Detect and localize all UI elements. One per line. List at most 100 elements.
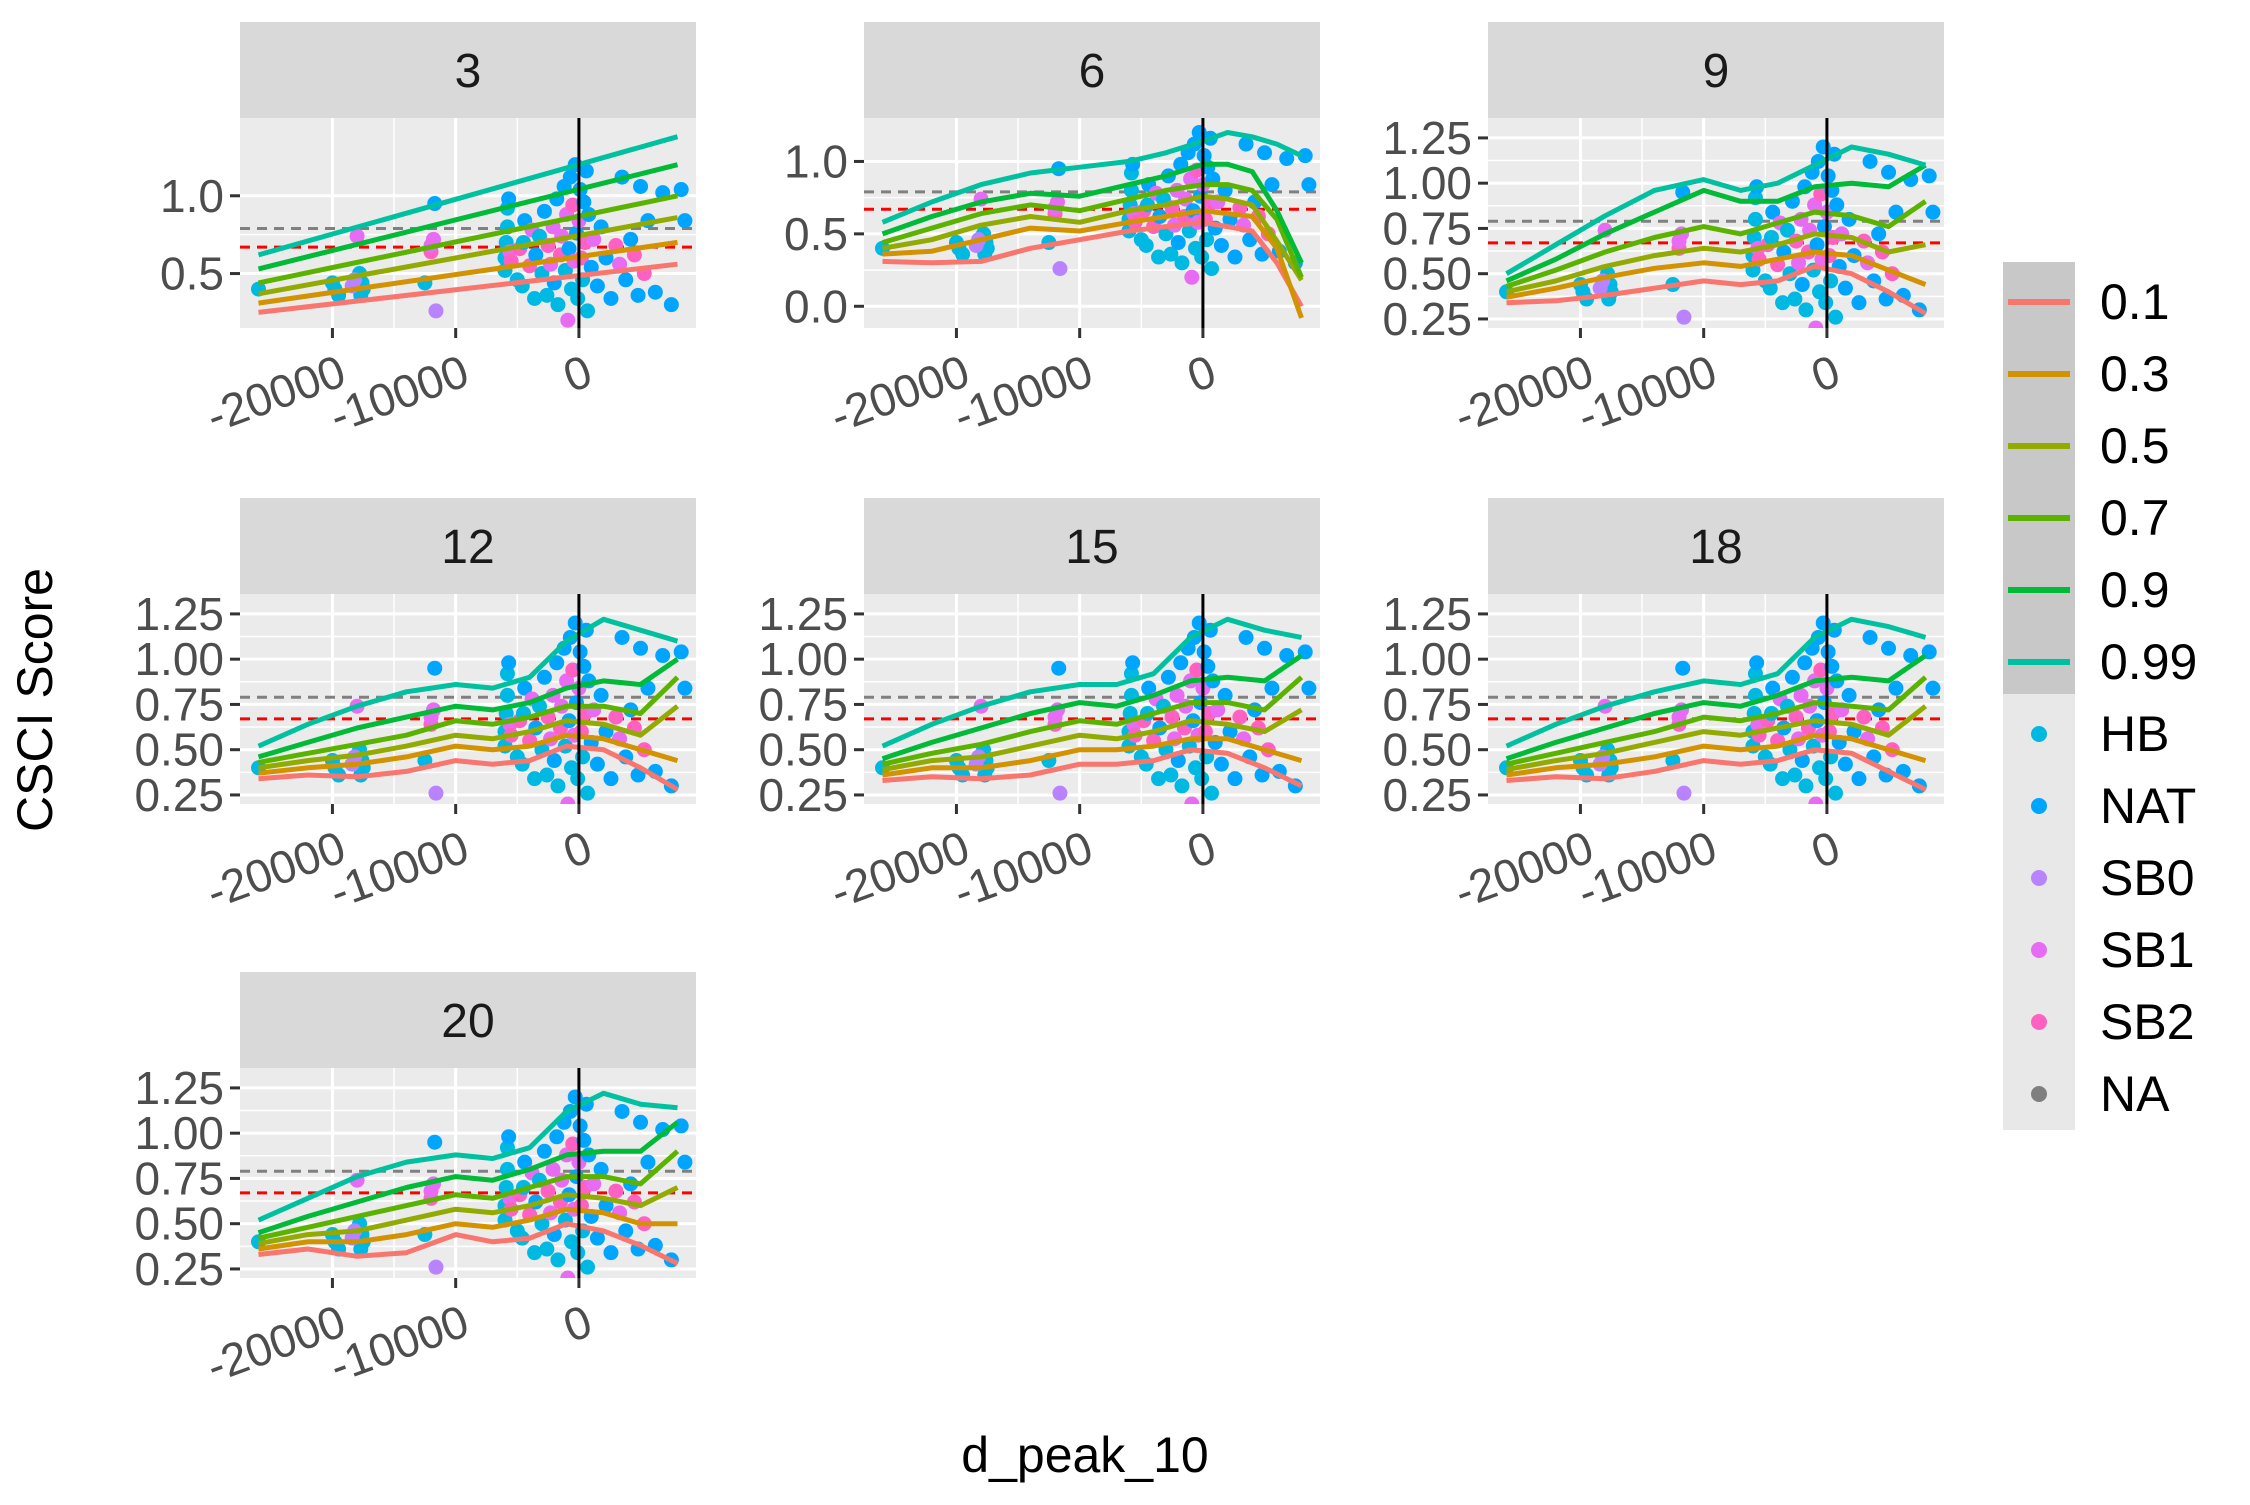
data-point-hb bbox=[550, 778, 566, 794]
legend-label: NAT bbox=[2100, 778, 2196, 834]
data-point-nat bbox=[1829, 197, 1845, 213]
data-point-hb bbox=[1779, 222, 1795, 238]
y-tick-label: 1.25 bbox=[758, 588, 848, 640]
data-point-nat bbox=[578, 163, 594, 179]
facet-strip bbox=[1488, 22, 1944, 118]
data-point-hb bbox=[1151, 249, 1167, 265]
data-point-hb bbox=[1823, 273, 1839, 289]
legend-label: SB0 bbox=[2100, 850, 2195, 906]
y-tick-label: 1.25 bbox=[134, 1062, 224, 1114]
data-point-hb bbox=[1828, 785, 1844, 801]
y-tick-label: 0.25 bbox=[758, 769, 848, 821]
data-point-sb1 bbox=[1808, 796, 1824, 804]
data-point-hb bbox=[1775, 771, 1791, 787]
legend-label: 0.1 bbox=[2100, 274, 2170, 330]
data-point-nat bbox=[1925, 680, 1941, 696]
data-point-hb bbox=[1174, 255, 1190, 271]
data-point-hb bbox=[353, 1241, 369, 1257]
x-tick-label: 0 bbox=[1181, 345, 1223, 403]
quantile-line-01 bbox=[1506, 263, 1927, 316]
legend: 0.1 0.3 0.5 0.7 0.9 0.99 HB NAT SB0 SB1 SB2 NA bbox=[2003, 262, 2197, 1130]
quantile-line-099 bbox=[1505, 616, 1927, 749]
data-point-sb1 bbox=[559, 673, 575, 689]
x-tick-label: 0 bbox=[557, 821, 599, 879]
quantile-line-099 bbox=[257, 616, 679, 749]
data-point-nat bbox=[1888, 680, 1904, 696]
legend-label: 0.5 bbox=[2100, 418, 2170, 474]
legend-line-key-background bbox=[2003, 262, 2075, 694]
quantile-line-07 bbox=[881, 675, 1304, 767]
data-point-nat bbox=[633, 1114, 649, 1130]
data-point-hb bbox=[527, 1245, 543, 1261]
data-point-hb bbox=[1138, 237, 1154, 253]
panel-plot-area bbox=[864, 118, 1320, 328]
data-point-sb0 bbox=[428, 303, 444, 319]
legend-label: SB1 bbox=[2100, 922, 2195, 978]
y-tick-label: 0.25 bbox=[134, 1243, 224, 1295]
quantile-line-07 bbox=[881, 182, 1304, 279]
quantile-line-099 bbox=[881, 130, 1303, 225]
data-point-nat bbox=[562, 169, 578, 185]
data-point-nat bbox=[1279, 648, 1295, 664]
quantile-line-01 bbox=[258, 261, 678, 315]
y-axis-title: CSCI Score bbox=[7, 568, 63, 832]
quantile-line-09 bbox=[1505, 653, 1927, 762]
y-tick-label: 1.00 bbox=[134, 633, 224, 685]
y-tick-label: 0.5 bbox=[160, 248, 224, 300]
data-point-nat bbox=[1297, 148, 1313, 164]
facet-strip-label: 12 bbox=[441, 521, 494, 574]
y-tick-label: 1.25 bbox=[1382, 112, 1472, 164]
data-point-sb2 bbox=[1788, 709, 1804, 725]
quantile-line-099 bbox=[1505, 144, 1927, 276]
facet-strip-label: 15 bbox=[1065, 521, 1118, 574]
data-point-sb2 bbox=[1164, 709, 1180, 725]
data-point-nat bbox=[427, 660, 443, 676]
legend-label: 0.7 bbox=[2100, 490, 2170, 546]
quantile-line-07 bbox=[257, 1149, 680, 1241]
quantile-line-099 bbox=[257, 1090, 678, 1223]
quantile-line-05 bbox=[258, 704, 680, 771]
data-point-nat bbox=[1837, 280, 1853, 296]
legend-key-point-na bbox=[2031, 1086, 2047, 1102]
y-tick-label: 0.75 bbox=[758, 678, 848, 730]
data-point-nat bbox=[647, 284, 663, 300]
data-point-nat bbox=[501, 191, 517, 207]
data-point-nat bbox=[546, 753, 562, 769]
data-point-nat bbox=[1749, 655, 1765, 671]
y-tick-label: 1.00 bbox=[134, 1107, 224, 1159]
legend-label: SB2 bbox=[2100, 994, 2195, 1050]
x-tick-label: -10000 bbox=[1571, 821, 1723, 919]
data-point-nat bbox=[536, 203, 552, 219]
facet-strip-label: 20 bbox=[441, 995, 494, 1048]
data-point-nat bbox=[677, 213, 693, 229]
data-point-hb bbox=[527, 771, 543, 787]
data-point-nat bbox=[1301, 177, 1317, 193]
y-tick-label: 0.75 bbox=[1382, 678, 1472, 730]
x-tick-label: 0 bbox=[557, 1295, 599, 1353]
data-point-nat bbox=[517, 680, 533, 696]
data-point-sb0 bbox=[1052, 785, 1068, 801]
data-point-nat bbox=[593, 1161, 609, 1177]
quantile-line-03 bbox=[258, 732, 679, 776]
quantile-line-03 bbox=[882, 208, 1304, 319]
data-point-hb bbox=[564, 760, 580, 776]
data-point-nat bbox=[1173, 655, 1189, 671]
data-point-nat bbox=[603, 290, 619, 306]
legend-label: 0.9 bbox=[2100, 562, 2170, 618]
quantile-line-07 bbox=[1505, 675, 1928, 767]
facet-panel-18: 180.250.500.751.001.25-20000-10000 0 bbox=[1382, 498, 1944, 918]
data-point-hb bbox=[1163, 767, 1179, 783]
data-point-hb bbox=[1828, 309, 1844, 325]
legend-key-point-sb2 bbox=[2031, 1014, 2047, 1030]
data-point-sb1 bbox=[545, 1161, 561, 1177]
quantile-line-05 bbox=[258, 215, 678, 297]
data-point-hb bbox=[1798, 778, 1814, 794]
data-point-sb1 bbox=[560, 1270, 576, 1278]
y-tick-label: 0.75 bbox=[134, 1152, 224, 1204]
data-point-nat bbox=[1254, 767, 1270, 783]
facet-strip bbox=[240, 22, 696, 118]
panel-background bbox=[864, 118, 1320, 328]
data-point-hb bbox=[580, 1259, 596, 1275]
quantile-line-09 bbox=[881, 161, 1304, 264]
